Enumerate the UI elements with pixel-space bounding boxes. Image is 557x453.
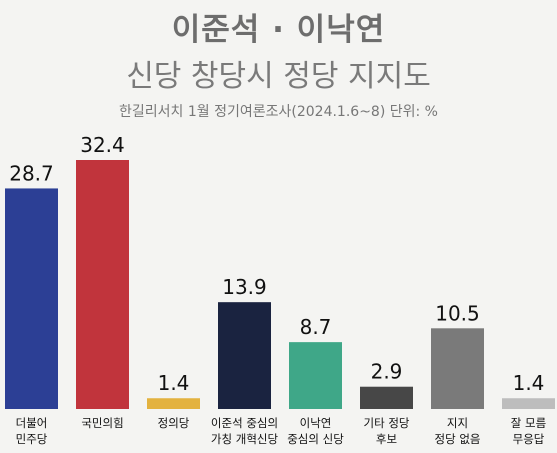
category-label-6-1: 정당 없음 [435,432,481,446]
value-label-3: 13.9 [222,275,267,299]
value-label-1: 32.4 [80,133,125,157]
bar-5 [360,386,413,409]
value-label-4: 8.7 [300,315,332,339]
category-label-7-0: 잘 모름 [511,416,546,430]
bar-0 [5,188,58,409]
category-label-5-0: 기타 정당 [364,416,410,430]
category-label-1-0: 국민의힘 [81,416,123,430]
bar-1 [76,160,129,409]
value-label-6: 10.5 [435,301,480,325]
category-label-0-1: 민주당 [16,432,48,446]
source-note: 한길리서치 1월 정기여론조사(2024.1.6~8) 단위: % [119,104,438,120]
value-label-5: 2.9 [371,360,403,384]
category-label-2-0: 정의당 [158,416,190,430]
value-label-2: 1.4 [158,371,190,395]
category-label-7-1: 무응답 [513,432,545,446]
chart-subtitle: 신당 창당시 정당 지지도 [126,59,431,94]
bar-3 [218,302,271,409]
bar-4 [289,342,342,409]
bar-6 [431,328,484,409]
category-label-4-0: 이낙연 [300,416,332,430]
value-label-0: 28.7 [9,161,54,185]
value-label-7: 1.4 [513,371,545,395]
bar-2 [147,398,200,409]
category-label-5-1: 후보 [376,432,397,446]
bar-7 [502,398,555,409]
category-label-4-1: 중심의 신당 [287,432,344,446]
chart-title: 이준석 · 이낙연 [171,12,386,48]
category-label-3-1: 가칭 개혁신당 [211,432,279,446]
category-label-0-0: 더불어 [16,416,48,430]
category-label-6-0: 지지 [447,416,468,430]
category-label-3-0: 이준석 중심의 [211,416,278,430]
